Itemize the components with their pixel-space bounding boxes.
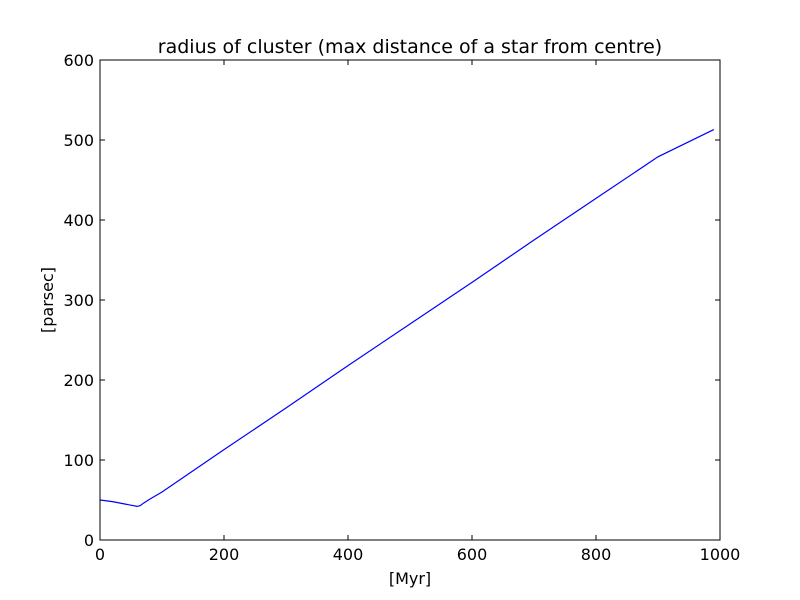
plot-frame (99, 59, 721, 541)
y-tick-label: 0 (84, 531, 94, 550)
y-tick-label: 300 (63, 291, 94, 310)
y-tick-label: 500 (63, 131, 94, 150)
x-tick-label: 0 (95, 545, 105, 564)
x-tick-label: 800 (581, 545, 612, 564)
x-tick-label: 1000 (700, 545, 741, 564)
x-tick-label: 400 (333, 545, 364, 564)
axis-ticks: 0 200 400 600 800 1000 0 100 200 300 400 500 600 (63, 51, 740, 564)
plot-area (99, 129, 715, 508)
x-tick-label: 200 (209, 545, 240, 564)
x-axis-label: [Myr] (389, 569, 431, 588)
series-line (99, 129, 715, 508)
x-tick-label: 600 (457, 545, 488, 564)
y-tick-label: 100 (63, 451, 94, 470)
y-axis-label: [parsec] (38, 267, 57, 333)
chart-title: radius of cluster (max distance of a sta… (158, 36, 662, 58)
y-tick-label: 400 (63, 211, 94, 230)
y-tick-label: 600 (63, 51, 94, 70)
y-tick-label: 200 (63, 371, 94, 390)
